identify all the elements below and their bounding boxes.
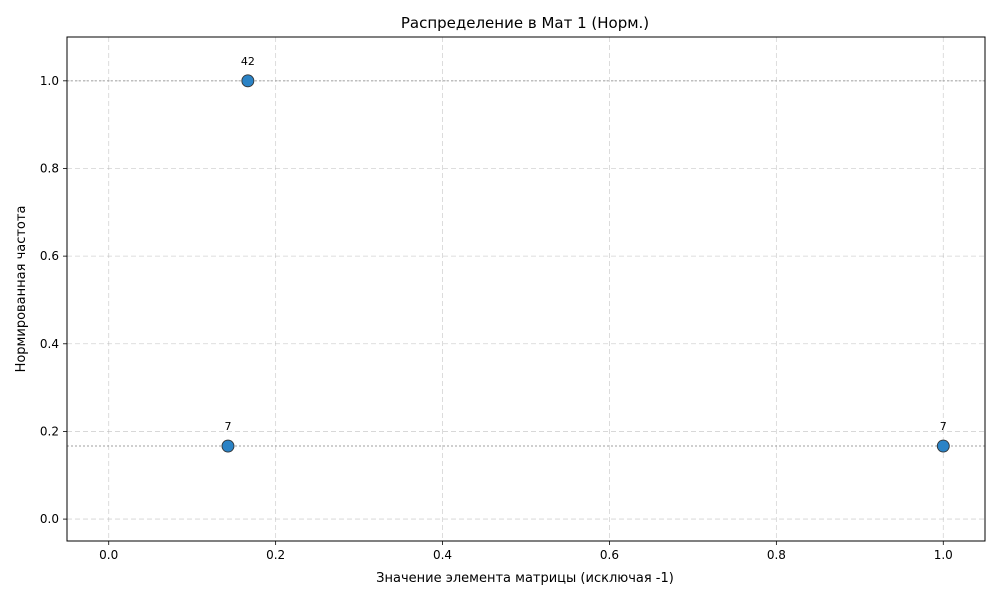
x-tick-label: 0.0 [99,548,118,562]
data-label: 7 [224,420,231,433]
x-tick-label: 0.2 [266,548,285,562]
x-axis-label: Значение элемента матрицы (исключая -1) [376,571,674,586]
reference-lines [67,80,985,447]
x-tick-label: 1.0 [934,548,953,562]
data-label: 7 [940,420,947,433]
x-tick-label: 0.6 [600,548,619,562]
data-point [221,439,235,453]
chart-title: Распределение в Мат 1 (Норм.) [401,14,649,32]
y-axis-label: Нормированная частота [14,206,29,373]
y-tick-label: 0.6 [40,249,59,263]
data-points [221,74,950,453]
y-tick-label: 0.2 [40,424,59,438]
data-point [936,439,950,453]
data-labels: 7 42 7 [224,55,946,433]
plot-area-frame [66,36,986,542]
data-point [241,74,255,88]
y-tick-label: 0.4 [40,337,59,351]
x-tick-label: 0.4 [433,548,452,562]
y-tick-label: 0.8 [40,161,59,175]
axis-ticks: 0.0 0.2 0.4 0.6 0.8 1.0 0.0 0.2 0.4 0.6 0.8 1.0 [40,74,953,562]
data-label: 42 [241,55,255,68]
y-tick-label: 0.0 [40,512,59,526]
grid [67,37,985,541]
y-tick-label: 1.0 [40,74,59,88]
x-tick-label: 0.8 [767,548,786,562]
